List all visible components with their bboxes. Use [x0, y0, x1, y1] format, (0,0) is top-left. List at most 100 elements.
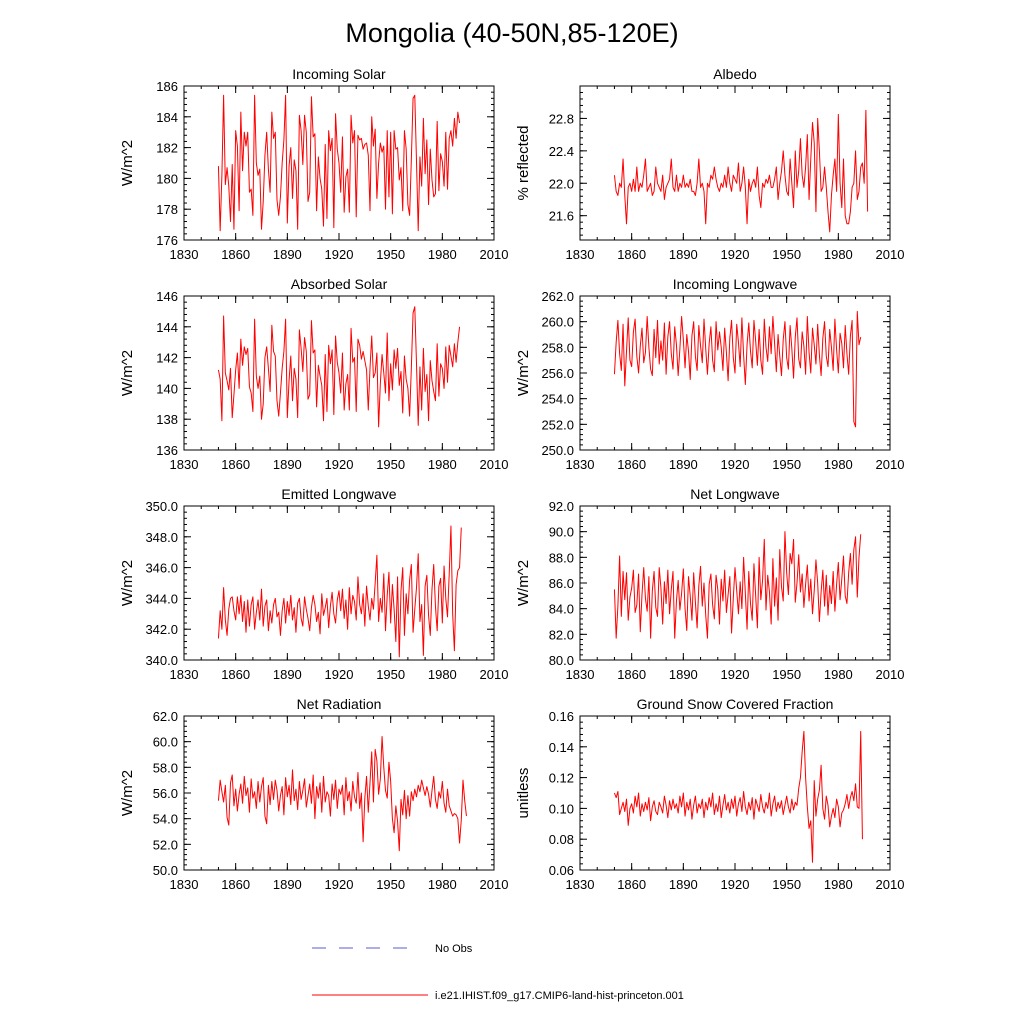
y-tick-label: 144 [156, 320, 178, 335]
series-line-0 [217, 94, 461, 232]
y-tick-label: 260.0 [541, 315, 574, 330]
x-tick-label: 1950 [772, 667, 801, 682]
x-tick-label: 1830 [170, 247, 199, 262]
x-tick-label: 1860 [617, 247, 646, 262]
chart-panel-1: 1830 1860 1890 1920 1950 1980 2010 21.6 22.0 22.4… [515, 66, 904, 262]
x-tick-label: 1830 [566, 247, 595, 262]
page-title: Mongolia (40-50N,85-120E) [345, 18, 678, 48]
x-tick-label: 1830 [566, 457, 595, 472]
y-tick-label: 346.0 [145, 561, 178, 576]
series-line-0 [217, 736, 467, 852]
x-tick-label: 1920 [325, 877, 354, 892]
chart-panel-6: 1830 1860 1890 1920 1950 1980 2010 50.0 52.0 54.0… [119, 696, 508, 892]
x-tick-label: 1920 [721, 667, 750, 682]
y-tick-label: 50.0 [153, 863, 178, 878]
chart-title: Absorbed Solar [291, 276, 388, 292]
x-tick-label: 2010 [480, 667, 509, 682]
y-tick-label: 56.0 [153, 786, 178, 801]
x-tick-label: 1980 [824, 667, 853, 682]
x-tick-label: 1920 [325, 667, 354, 682]
y-axis-label: % reflected [515, 125, 532, 200]
y-tick-label: 54.0 [153, 812, 178, 827]
y-axis-label: W/m^2 [515, 560, 532, 606]
y-tick-label: 58.0 [153, 760, 178, 775]
x-tick-label: 1830 [566, 667, 595, 682]
y-axis-label: W/m^2 [119, 140, 136, 186]
chart-title: Incoming Solar [292, 66, 386, 82]
y-tick-label: 178 [156, 202, 178, 217]
series-line-0 [217, 525, 462, 658]
x-tick-label: 1920 [721, 877, 750, 892]
x-tick-label: 1890 [669, 457, 698, 472]
x-tick-label: 1890 [669, 877, 698, 892]
chart-panel-4: 1830 1860 1890 1920 1950 1980 2010 340.0 342.0 34… [119, 486, 508, 682]
chart-title: Emitted Longwave [281, 486, 396, 502]
x-tick-label: 2010 [876, 877, 905, 892]
y-tick-label: 142 [156, 351, 178, 366]
x-tick-label: 2010 [876, 667, 905, 682]
y-tick-label: 22.8 [549, 111, 574, 126]
x-tick-label: 1890 [273, 667, 302, 682]
y-tick-label: 0.12 [549, 771, 574, 786]
series-line-0 [613, 730, 863, 863]
x-tick-label: 1860 [617, 667, 646, 682]
y-tick-label: 254.0 [541, 392, 574, 407]
x-tick-label: 1860 [617, 457, 646, 472]
y-tick-label: 0.14 [549, 740, 574, 755]
y-tick-label: 256.0 [541, 366, 574, 381]
y-tick-label: 0.06 [549, 863, 574, 878]
x-tick-label: 1980 [428, 877, 457, 892]
x-tick-label: 1860 [617, 877, 646, 892]
x-tick-label: 1950 [376, 667, 405, 682]
y-tick-label: 344.0 [145, 591, 178, 606]
x-tick-label: 1950 [376, 247, 405, 262]
y-axis-label: W/m^2 [119, 350, 136, 396]
x-tick-label: 1920 [325, 247, 354, 262]
x-tick-label: 1980 [824, 877, 853, 892]
x-tick-label: 1830 [566, 877, 595, 892]
x-tick-label: 1950 [772, 457, 801, 472]
y-tick-label: 22.4 [549, 144, 574, 159]
series-line-0 [613, 109, 869, 233]
x-tick-label: 1830 [170, 667, 199, 682]
x-tick-label: 1950 [376, 877, 405, 892]
x-tick-label: 1980 [428, 667, 457, 682]
chart-title: Net Longwave [690, 486, 780, 502]
y-axis-label: W/m^2 [119, 560, 136, 606]
y-axis-label: W/m^2 [515, 350, 532, 396]
y-tick-label: 80.0 [549, 653, 574, 668]
x-tick-label: 1890 [273, 877, 302, 892]
y-tick-label: 342.0 [145, 622, 178, 637]
y-tick-label: 0.10 [549, 801, 574, 816]
x-tick-label: 1890 [669, 247, 698, 262]
x-tick-label: 1860 [221, 667, 250, 682]
y-tick-label: 52.0 [153, 837, 178, 852]
x-tick-label: 1980 [824, 457, 853, 472]
y-tick-label: 186 [156, 79, 178, 94]
x-tick-label: 2010 [480, 247, 509, 262]
y-tick-label: 340.0 [145, 653, 178, 668]
x-tick-label: 1830 [170, 877, 199, 892]
y-tick-label: 0.08 [549, 832, 574, 847]
y-tick-label: 176 [156, 233, 178, 248]
y-tick-label: 262.0 [541, 289, 574, 304]
y-tick-label: 22.0 [549, 176, 574, 191]
y-tick-label: 182 [156, 141, 178, 156]
y-tick-label: 60.0 [153, 735, 178, 750]
y-tick-label: 62.0 [153, 709, 178, 724]
y-tick-label: 84.0 [549, 602, 574, 617]
legend: No Obs i.e21.IHIST.f09_g17.CMIP6-land-hi… [312, 943, 684, 1002]
chart-title: Albedo [713, 66, 757, 82]
x-tick-label: 1920 [721, 247, 750, 262]
x-tick-label: 1860 [221, 247, 250, 262]
plot-frame [183, 505, 495, 661]
y-axis-label: W/m^2 [119, 770, 136, 816]
x-tick-label: 2010 [876, 247, 905, 262]
plot-frame [579, 715, 891, 871]
x-tick-label: 1980 [428, 247, 457, 262]
y-tick-label: 136 [156, 443, 178, 458]
y-tick-label: 180 [156, 171, 178, 186]
chart-panel-2: 1830 1860 1890 1920 1950 1980 2010 136 138 140 142… [119, 276, 508, 472]
y-tick-label: 21.6 [549, 209, 574, 224]
